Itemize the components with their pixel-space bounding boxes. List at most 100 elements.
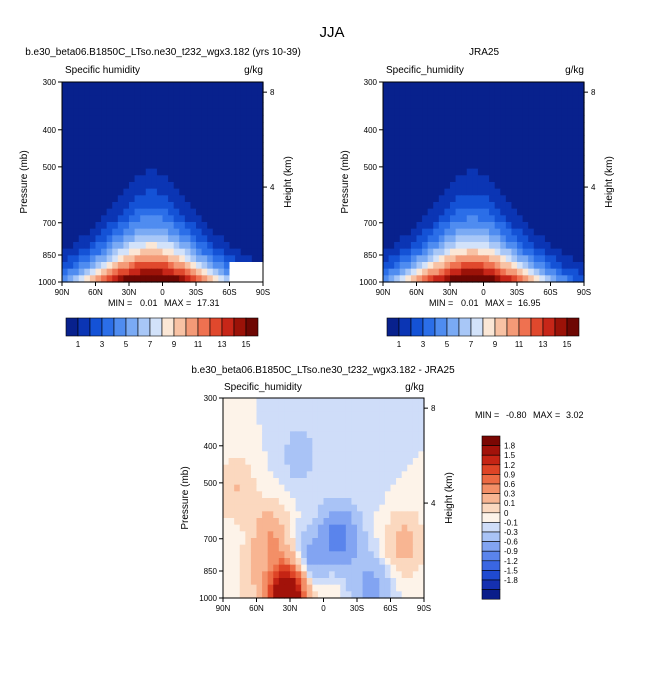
panel-model-colorbar-box [101,317,115,337]
panel-obs-cell [533,188,540,196]
panel-diff-cell [273,464,280,472]
panel-diff-cell [357,404,364,412]
panel-obs-cell [489,122,496,130]
panel-obs-cell [578,155,585,163]
panel-obs-cell [477,115,485,123]
panel-obs-cell [539,195,546,203]
panel-obs-cell [383,228,390,236]
panel-obs-cell [567,215,574,223]
panel-diff-colorbar-box [481,454,501,466]
panel-diff-cell [239,518,246,526]
panel-model-cell [112,175,119,183]
panel-obs-cell [427,242,434,250]
panel-model-cell [151,108,158,116]
panel-obs-cell [550,222,557,230]
panel-diff-cell [317,498,325,506]
panel-obs-cell [511,228,518,236]
panel-model-cell [179,222,186,230]
panel-model-cell [89,228,97,236]
panel-diff-cell [345,444,353,452]
panel-model-cell [73,195,80,203]
panel-model-cell [223,248,231,256]
panel-diff-cell [290,504,297,512]
panel-model-x-tick-label: 90S [256,288,270,297]
panel-model-cell [78,228,85,236]
panel-model-cell [117,108,125,116]
panel-obs-cell [388,142,395,150]
panel-model-cell [257,148,264,156]
panel-model-cell [112,162,119,170]
panel-obs-cell [461,95,468,103]
panel-model-cell [101,235,108,243]
panel-model-cell [145,202,152,210]
panel-model-cell [190,202,197,210]
panel-model-cell [117,175,125,183]
panel-model-cell [251,228,259,236]
panel-obs-cell [394,262,401,270]
panel-obs-cell [544,142,552,150]
panel-obs-cell [511,175,518,183]
panel-diff-cell [373,411,380,419]
panel-diff-cell [278,504,286,512]
panel-diff-cell [301,544,308,552]
panel-model-cell [62,262,69,270]
panel-obs-cell [511,95,518,103]
panel-model-cell [95,88,102,96]
panel-model-cell [117,188,125,196]
panel-obs-cell [383,115,390,123]
panel-diff-y-tick-label: 400 [204,442,218,451]
panel-diff-cell [362,504,369,512]
panel-obs-cell [522,115,529,123]
panel-obs-cell [572,142,580,150]
panel-diff-cell [250,458,258,466]
panel-obs-cell [477,162,485,170]
panel-model-cell [106,168,113,176]
panel-model-cell [184,228,192,236]
panel-diff-cell [301,498,308,506]
panel-obs-cell [455,115,462,123]
panel-diff-cell [418,518,425,526]
panel-model-cell [129,135,136,143]
panel-diff-cell [312,591,319,599]
panel-model-cell [89,268,97,276]
panel-model-colorbar-box [209,317,223,337]
panel-obs-cell [489,95,496,103]
panel-obs-cell [544,82,552,90]
panel-model-cell [106,202,113,210]
panel-diff-cell [407,464,414,472]
panel-model-cell [173,148,180,156]
panel-diff-cell [223,538,230,546]
panel-diff-cell [412,404,420,412]
panel-model-cell [106,115,113,123]
panel-model-cell [123,122,130,130]
panel-model-cell [89,95,97,103]
panel-model-cell [173,128,180,136]
panel-model-colorbar-box [149,317,163,337]
panel-obs-cell [550,95,557,103]
panel-diff-cell [290,438,297,446]
panel-model-cell [117,135,125,143]
panel-model-cell [212,242,219,250]
panel-diff-cell [418,538,425,546]
panel-model-cell [218,275,225,283]
panel-diff-cell [357,551,364,559]
panel-obs-cell [533,82,540,90]
panel-diff-cell [390,591,397,599]
panel-diff-cell [239,444,246,452]
panel-obs-cell [483,182,490,190]
panel-diff-cell [396,438,403,446]
panel-obs-colorbar-box [458,317,472,337]
panel-diff-cell [317,444,325,452]
panel-obs-cell [578,275,585,283]
panel-diff-cell [234,504,241,512]
panel-model-cell [240,195,247,203]
panel-model-colorbar-label: 9 [172,340,177,349]
panel-model-cell [201,215,208,223]
panel-obs-cell [399,95,406,103]
panel-diff-cell [379,458,386,466]
panel-obs-cell [567,155,574,163]
panel-diff-cell [323,398,330,406]
panel-obs-cell [477,235,485,243]
panel-obs-cell [399,248,406,256]
